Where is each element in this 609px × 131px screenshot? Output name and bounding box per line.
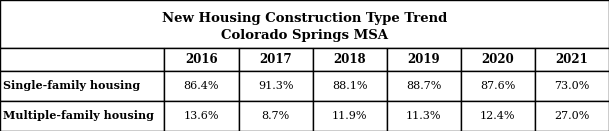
Bar	[461, 48, 535, 71]
Text: 73.0%: 73.0%	[554, 81, 590, 91]
Text: 86.4%: 86.4%	[184, 81, 219, 91]
Text: 2018: 2018	[333, 53, 366, 66]
Bar	[239, 48, 312, 71]
Bar	[312, 71, 387, 101]
Text: 2016: 2016	[185, 53, 218, 66]
Bar	[387, 71, 461, 101]
Text: 88.1%: 88.1%	[332, 81, 367, 91]
Bar	[535, 48, 609, 71]
Bar	[387, 101, 461, 131]
Text: 11.9%: 11.9%	[332, 111, 367, 121]
Text: 27.0%: 27.0%	[554, 111, 590, 121]
Bar	[239, 101, 312, 131]
Text: Colorado Springs MSA: Colorado Springs MSA	[221, 29, 388, 42]
Text: 91.3%: 91.3%	[258, 81, 294, 91]
Text: Multiple-family housing: Multiple-family housing	[3, 110, 154, 121]
Bar	[0, 101, 164, 131]
Bar	[164, 48, 239, 71]
Text: 2021: 2021	[555, 53, 588, 66]
Bar	[0, 0, 609, 48]
Bar	[461, 71, 535, 101]
Bar	[535, 71, 609, 101]
Text: 12.4%: 12.4%	[480, 111, 516, 121]
Text: 2019: 2019	[407, 53, 440, 66]
Bar	[0, 71, 164, 101]
Bar	[312, 48, 387, 71]
Text: 8.7%: 8.7%	[261, 111, 290, 121]
Bar	[164, 101, 239, 131]
Text: 88.7%: 88.7%	[406, 81, 442, 91]
Bar	[535, 101, 609, 131]
Text: 11.3%: 11.3%	[406, 111, 442, 121]
Text: 2017: 2017	[259, 53, 292, 66]
Text: 13.6%: 13.6%	[184, 111, 219, 121]
Text: New Housing Construction Type Trend: New Housing Construction Type Trend	[162, 12, 447, 25]
Text: 2020: 2020	[482, 53, 514, 66]
Bar	[164, 71, 239, 101]
Text: Single-family housing: Single-family housing	[3, 80, 140, 91]
Bar	[239, 71, 312, 101]
Bar	[0, 48, 164, 71]
Bar	[387, 48, 461, 71]
Bar	[312, 101, 387, 131]
Text: 87.6%: 87.6%	[480, 81, 516, 91]
Bar	[461, 101, 535, 131]
